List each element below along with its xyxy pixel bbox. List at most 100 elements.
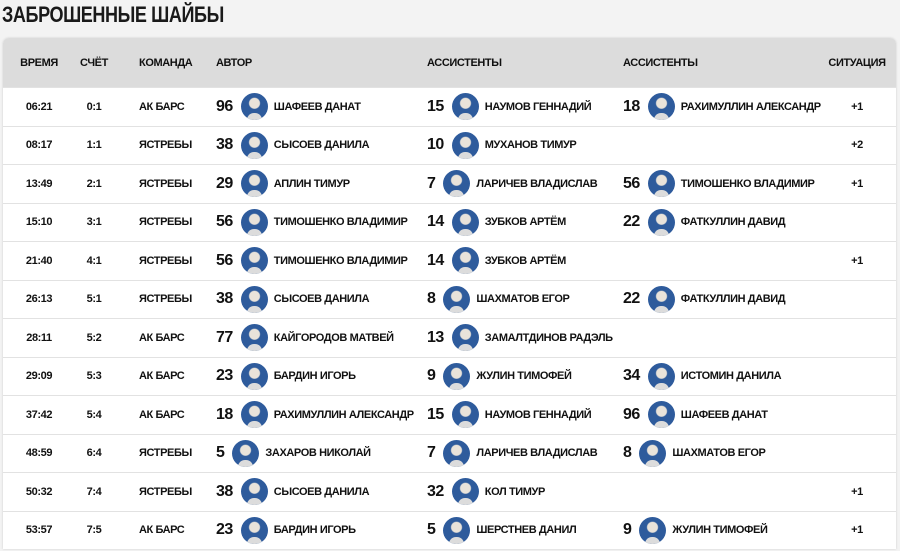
player-name[interactable]: СЫСОЕВ ДАНИЛА [273, 485, 370, 498]
assistant-1[interactable]: 7 ЛАРИЧЕВ ВЛАДИСЛАВ [427, 165, 598, 203]
assistant-2[interactable]: 96 ШАФЕЕВ ДАНАТ [623, 396, 768, 434]
player-name[interactable]: АПЛИН ТИМУР [273, 177, 350, 190]
goal-author[interactable]: 38 СЫСОЕВ ДАНИЛА [216, 473, 370, 511]
assistant-1[interactable]: 9 ЖУЛИН ТИМОФЕЙ [427, 358, 572, 396]
goal-author[interactable]: 23 БАРДИН ИГОРЬ [216, 358, 356, 396]
goal-score: 5:1 [86, 293, 102, 306]
table-row: 28:11 5:2 АК БАРС 77 КАЙГОРОДОВ МАТВЕЙ 1… [3, 318, 896, 357]
assistant-1[interactable]: 32 КОЛ ТИМУР [427, 473, 545, 511]
player-avatar-icon [647, 93, 675, 121]
player-name[interactable]: НАУМОВ ГЕННАДИЙ [484, 408, 592, 421]
goal-author[interactable]: 96 ШАФЕЕВ ДАНАТ [216, 88, 361, 126]
assistant-2[interactable]: 9 ЖУЛИН ТИМОФЕЙ [623, 512, 768, 550]
table-row: 48:59 6:4 ЯСТРЕБЫ 5 ЗАХАРОВ НИКОЛАЙ 7 ЛА… [3, 433, 896, 473]
player-number: 18 [623, 97, 640, 115]
player-name[interactable]: ШАХМАТОВ ЕГОР [672, 447, 766, 460]
player-number: 29 [216, 174, 233, 192]
player-name[interactable]: ЗУБКОВ АРТЁМ [484, 254, 566, 267]
player-name[interactable]: ЗАМАЛТДИНОВ РАДЭЛЬ [484, 331, 613, 344]
assistant-1[interactable]: 14 ЗУБКОВ АРТЁМ [427, 204, 566, 242]
player-name[interactable]: СЫСОЕВ ДАНИЛА [273, 293, 370, 306]
assistant-1[interactable]: 15 НАУМОВ ГЕННАДИЙ [427, 396, 592, 434]
player-name[interactable]: ФАТКУЛЛИН ДАВИД [680, 293, 786, 306]
goal-author[interactable]: 5 ЗАХАРОВ НИКОЛАЙ [216, 435, 371, 473]
player-name[interactable]: ЖУЛИН ТИМОФЕЙ [672, 524, 768, 537]
assistant-2[interactable]: 18 РАХИМУЛЛИН АЛЕКСАНДР [623, 88, 821, 126]
player-name[interactable]: НАУМОВ ГЕННАДИЙ [484, 100, 592, 113]
goal-time: 37:42 [25, 408, 53, 421]
player-name[interactable]: БАРДИН ИГОРЬ [273, 370, 356, 383]
player-avatar-icon [647, 170, 675, 198]
assistant-1[interactable]: 10 МУХАНОВ ТИМУР [427, 127, 577, 165]
player-name[interactable]: БАРДИН ИГОРЬ [273, 524, 356, 537]
goal-author[interactable]: 38 СЫСОЕВ ДАНИЛА [216, 127, 370, 165]
player-name[interactable]: ТИМОШЕНКО ВЛАДИМИР [680, 177, 815, 190]
player-name[interactable]: СЫСОЕВ ДАНИЛА [273, 139, 370, 152]
player-name[interactable]: КАЙГОРОДОВ МАТВЕЙ [273, 331, 394, 344]
player-name[interactable]: ШАФЕЕВ ДАНАТ [273, 100, 361, 113]
header-assists-1: АССИСТЕНТЫ [427, 56, 502, 69]
player-name[interactable]: ФАТКУЛЛИН ДАВИД [680, 216, 786, 229]
assistant-2[interactable]: 56 ТИМОШЕНКО ВЛАДИМИР [623, 165, 815, 203]
player-avatar-icon [240, 131, 268, 159]
player-avatar-icon [443, 362, 471, 390]
player-name[interactable]: КОЛ ТИМУР [484, 485, 546, 498]
player-name[interactable]: ИСТОМИН ДАНИЛА [680, 370, 782, 383]
goal-team: ЯСТРЕБЫ [139, 447, 192, 460]
player-avatar-icon [443, 439, 471, 467]
goal-author[interactable]: 77 КАЙГОРОДОВ МАТВЕЙ [216, 319, 394, 357]
player-number: 34 [623, 367, 640, 385]
goal-author[interactable]: 56 ТИМОШЕНКО ВЛАДИМИР [216, 204, 408, 242]
assistant-1[interactable]: 15 НАУМОВ ГЕННАДИЙ [427, 88, 592, 126]
goal-team: ЯСТРЕБЫ [139, 485, 192, 498]
goal-author[interactable]: 23 БАРДИН ИГОРЬ [216, 512, 356, 550]
assistant-1[interactable]: 14 ЗУБКОВ АРТЁМ [427, 242, 566, 280]
player-avatar-icon [639, 516, 667, 544]
goal-time: 50:32 [25, 485, 53, 498]
player-name[interactable]: ЖУЛИН ТИМОФЕЙ [476, 370, 572, 383]
player-name[interactable]: МУХАНОВ ТИМУР [484, 139, 577, 152]
player-number: 56 [623, 174, 640, 192]
player-avatar-icon [639, 439, 667, 467]
player-name[interactable]: ЗУБКОВ АРТЁМ [484, 216, 566, 229]
goal-team: АК БАРС [139, 331, 185, 344]
goal-team: ЯСТРЕБЫ [139, 293, 192, 306]
player-number: 8 [427, 290, 436, 308]
player-name[interactable]: РАХИМУЛЛИН АЛЕКСАНДР [680, 100, 821, 113]
assistant-1[interactable]: 7 ЛАРИЧЕВ ВЛАДИСЛАВ [427, 435, 598, 473]
player-number: 9 [427, 367, 436, 385]
goal-author[interactable]: 18 РАХИМУЛЛИН АЛЕКСАНДР [216, 396, 414, 434]
table-header: ВРЕМЯ СЧЁТ КОМАНДА АВТОР АССИСТЕНТЫ АССИ… [3, 38, 896, 87]
player-name[interactable]: ЛАРИЧЕВ ВЛАДИСЛАВ [476, 447, 598, 460]
goal-situation: +1 [851, 177, 863, 190]
player-number: 77 [216, 328, 233, 346]
assistant-2[interactable]: 22 ФАТКУЛЛИН ДАВИД [623, 204, 786, 242]
assistant-1[interactable]: 13 ЗАМАЛТДИНОВ РАДЭЛЬ [427, 319, 613, 357]
player-name[interactable]: ШАФЕЕВ ДАНАТ [680, 408, 768, 421]
header-author: АВТОР [216, 56, 252, 69]
assistant-2[interactable]: 22 ФАТКУЛЛИН ДАВИД [623, 281, 786, 319]
assistant-1[interactable]: 5 ШЕРСТНЕВ ДАНИЛ [427, 512, 577, 550]
player-name[interactable]: ШЕРСТНЕВ ДАНИЛ [476, 524, 577, 537]
player-name[interactable]: ТИМОШЕНКО ВЛАДИМИР [273, 216, 408, 229]
player-name[interactable]: РАХИМУЛЛИН АЛЕКСАНДР [273, 408, 414, 421]
goal-situation [823, 319, 891, 357]
player-name[interactable]: ЗАХАРОВ НИКОЛАЙ [265, 447, 371, 460]
assistant-2[interactable]: 34 ИСТОМИН ДАНИЛА [623, 358, 782, 396]
player-avatar-icon [451, 401, 479, 429]
goal-score: 3:1 [86, 216, 102, 229]
player-avatar-icon [451, 478, 479, 506]
player-avatar-icon [240, 478, 268, 506]
player-avatar-icon [232, 439, 260, 467]
player-avatar-icon [240, 401, 268, 429]
goal-situation [823, 204, 891, 242]
player-name[interactable]: ШАХМАТОВ ЕГОР [476, 293, 570, 306]
goal-situation: +1 [851, 524, 863, 537]
goal-author[interactable]: 38 СЫСОЕВ ДАНИЛА [216, 281, 370, 319]
player-name[interactable]: ЛАРИЧЕВ ВЛАДИСЛАВ [476, 177, 598, 190]
goal-author[interactable]: 56 ТИМОШЕНКО ВЛАДИМИР [216, 242, 408, 280]
player-name[interactable]: ТИМОШЕНКО ВЛАДИМИР [273, 254, 408, 267]
goal-author[interactable]: 29 АПЛИН ТИМУР [216, 165, 350, 203]
assistant-1[interactable]: 8 ШАХМАТОВ ЕГОР [427, 281, 570, 319]
assistant-2[interactable]: 8 ШАХМАТОВ ЕГОР [623, 435, 766, 473]
